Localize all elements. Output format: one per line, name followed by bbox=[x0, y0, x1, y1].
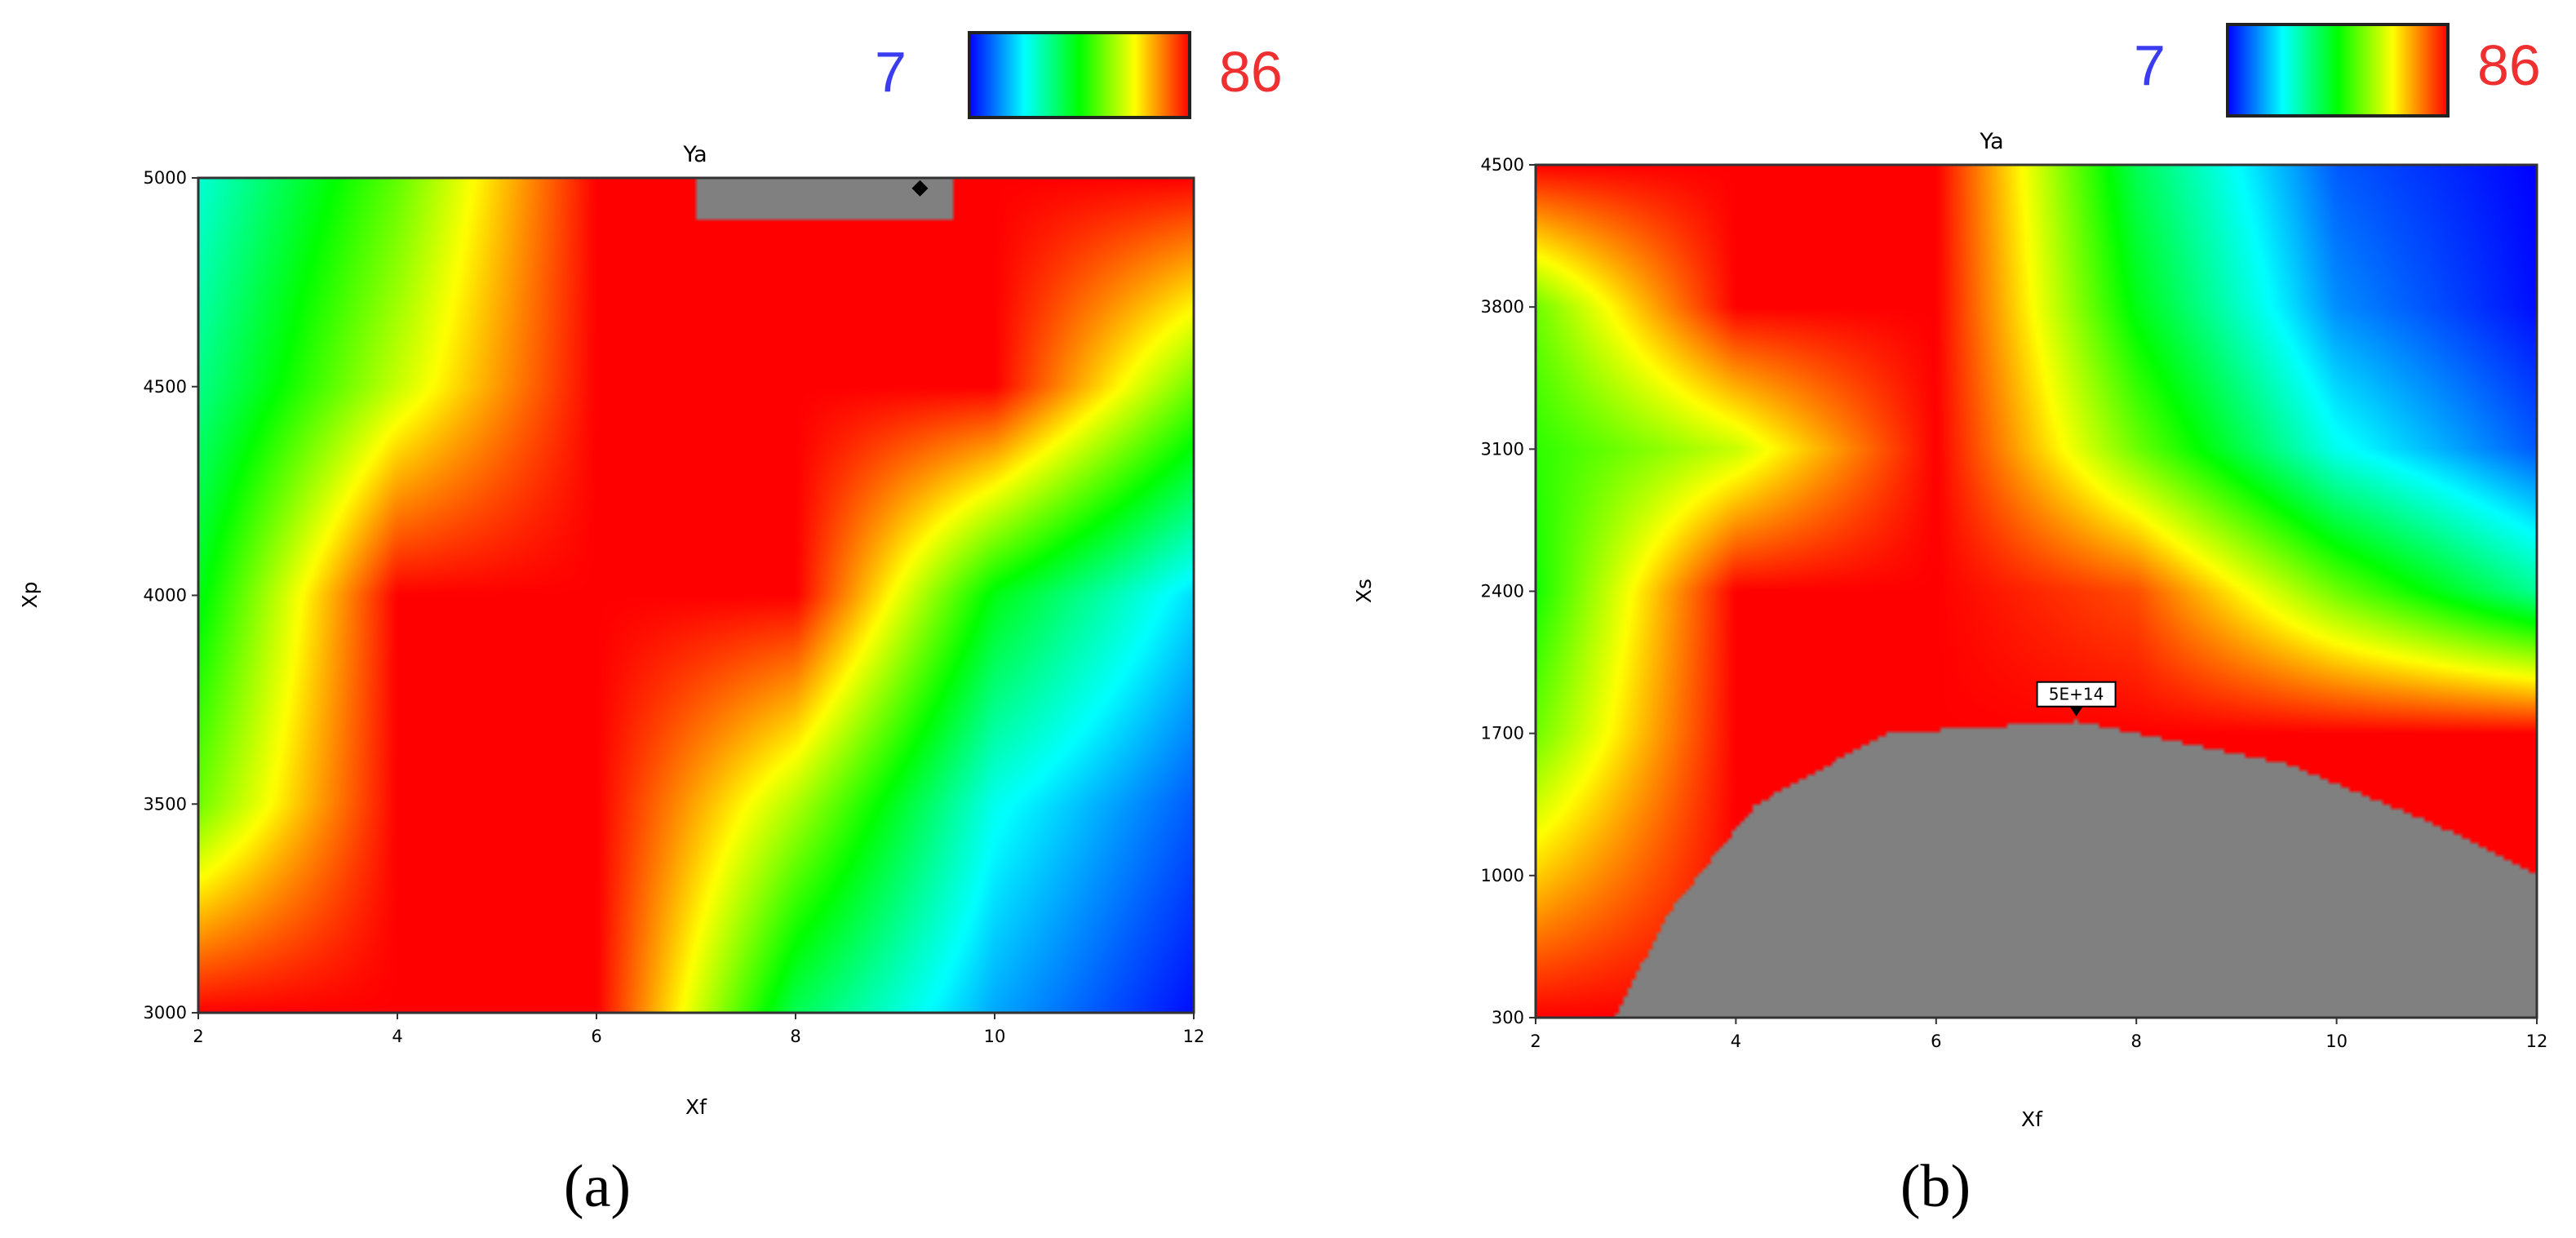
heatmap-panel-a: Ya 2 4 6 8 10 12 3000 3500 4000 4500 5000 Xf Xp (… bbox=[18, 142, 1204, 1220]
x-tick-label: 4 bbox=[392, 1027, 402, 1046]
colorbar-b: 7 86 bbox=[2134, 23, 2541, 118]
y-tick-label: 3000 bbox=[144, 1003, 187, 1023]
colorbar-a: 7 86 bbox=[875, 31, 1283, 119]
optimum-marker bbox=[911, 180, 929, 197]
y-tick-label: 2400 bbox=[1481, 582, 1524, 601]
x-tick-label: 10 bbox=[984, 1027, 1006, 1046]
y-tick-label: 4500 bbox=[144, 377, 187, 397]
x-tick-label: 6 bbox=[591, 1027, 601, 1046]
colorbar-min-label: 7 bbox=[875, 40, 907, 104]
colorbar-max-label: 86 bbox=[2477, 33, 2541, 97]
y-tick-label: 3500 bbox=[144, 794, 187, 814]
y-tick-label: 4500 bbox=[1481, 155, 1524, 175]
heatmap-surface bbox=[1536, 165, 2537, 1018]
x-tick-label: 6 bbox=[1931, 1032, 1941, 1051]
y-axis-label: Xp bbox=[18, 582, 42, 609]
panel-label: (b) bbox=[1900, 1153, 1971, 1220]
y-tick-label: 3100 bbox=[1481, 439, 1524, 459]
x-tick-label: 8 bbox=[2131, 1032, 2142, 1051]
chart-title: Ya bbox=[682, 142, 707, 167]
y-tick-label: 1000 bbox=[1481, 866, 1524, 885]
y-tick-label: 1700 bbox=[1481, 724, 1524, 743]
x-tick-label: 12 bbox=[1183, 1027, 1205, 1046]
y-tick-label: 5000 bbox=[144, 168, 187, 188]
colorbar-min-label: 7 bbox=[2134, 33, 2166, 97]
annotation-flag-label: 5E+14 bbox=[2049, 685, 2104, 704]
heatmap-surface bbox=[198, 178, 1194, 1013]
heatmap-panel-b: Ya 5E+14 2 4 6 8 10 12 300 1000 1700 2400 3100 380… bbox=[1352, 129, 2547, 1220]
y-tick-label: 4000 bbox=[144, 586, 187, 606]
panel-label: (a) bbox=[564, 1153, 631, 1220]
annotation-flag-pointer bbox=[2069, 706, 2083, 717]
x-tick-label: 2 bbox=[193, 1027, 203, 1046]
colorbar-gradient bbox=[2226, 23, 2450, 118]
y-tick-label: 3800 bbox=[1481, 297, 1524, 317]
y-tick-label: 300 bbox=[1492, 1008, 1524, 1027]
x-tick-label: 2 bbox=[1530, 1032, 1541, 1051]
y-axis-label: Xs bbox=[1352, 579, 1376, 603]
chart-title: Ya bbox=[1979, 129, 2003, 154]
colorbar-gradient bbox=[968, 31, 1191, 119]
x-tick-label: 8 bbox=[790, 1027, 800, 1046]
x-tick-label: 12 bbox=[2526, 1032, 2548, 1051]
colorbar-max-label: 86 bbox=[1219, 40, 1283, 104]
x-axis-label: Xf bbox=[2021, 1107, 2043, 1131]
x-axis-label: Xf bbox=[685, 1095, 707, 1119]
x-tick-label: 10 bbox=[2325, 1032, 2348, 1051]
x-tick-label: 4 bbox=[1731, 1032, 1741, 1051]
